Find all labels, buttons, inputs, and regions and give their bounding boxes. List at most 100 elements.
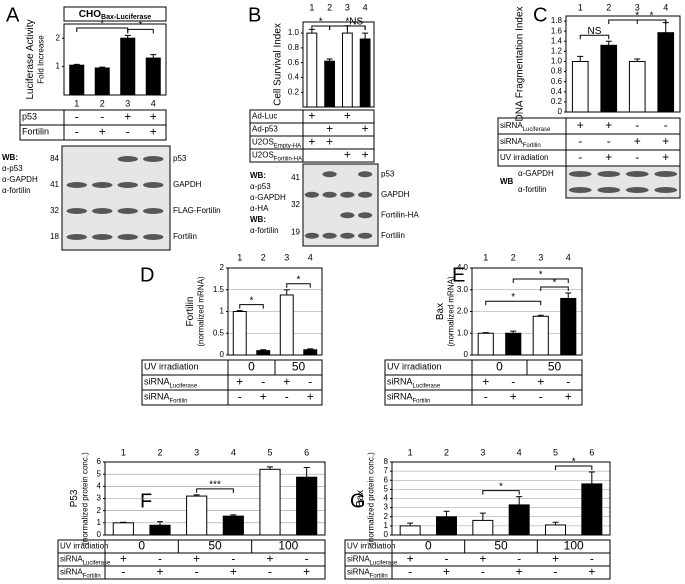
blot-band <box>625 187 649 193</box>
row-label: U2OS <box>252 151 274 160</box>
panel-letter: D <box>140 264 154 286</box>
table-cell: 100 <box>278 539 298 553</box>
table-cell: - <box>607 134 611 148</box>
bar <box>560 297 577 356</box>
error-bar <box>124 34 131 39</box>
bar <box>508 504 530 536</box>
y-axis-label: (normalized protein conc.) <box>367 452 376 545</box>
blot-band <box>304 191 319 198</box>
blot-band <box>340 212 355 219</box>
table-frame <box>344 539 611 580</box>
table-row-label: Ad-p53 <box>252 125 278 134</box>
table-cell: + <box>662 150 669 164</box>
bar <box>472 519 494 536</box>
lane-number: 1 <box>74 98 79 108</box>
lane-number: 4 <box>566 252 571 262</box>
y-tick-label: 0.8 <box>288 43 300 52</box>
y-axis-label: Bax <box>435 303 446 320</box>
table-row-label: siRNAFortilin <box>387 392 431 404</box>
blot-label: WB: <box>250 215 266 224</box>
row-label: siRNA <box>144 377 170 387</box>
error-bar <box>510 330 517 334</box>
blot-band <box>568 187 592 193</box>
significance-bracket <box>482 490 520 495</box>
table-cell: - <box>511 375 515 389</box>
blot-band <box>66 208 87 214</box>
table-cell: - <box>445 552 449 566</box>
lane-number: 3 <box>635 2 640 12</box>
panel-letter: E <box>452 264 465 286</box>
table-cell: - <box>481 565 485 579</box>
error-bar <box>283 289 290 295</box>
bar <box>324 60 336 108</box>
lane-number: 3 <box>345 2 350 12</box>
row-label: UV irradiation <box>500 153 548 162</box>
table-cell: 50 <box>494 539 508 553</box>
table-cell: - <box>484 390 488 404</box>
size-marker: 19 <box>291 227 300 236</box>
error-bar <box>157 521 163 526</box>
blot-band <box>143 234 164 240</box>
table-cell: + <box>605 118 612 132</box>
table-cell: + <box>634 134 641 148</box>
row-label: siRNA <box>144 392 170 402</box>
bar <box>256 350 271 356</box>
lane-number: 5 <box>267 447 272 457</box>
blot-band <box>322 191 337 198</box>
y-tick-label: 8 <box>384 457 389 466</box>
table-cell: + <box>156 565 163 579</box>
plot-frame <box>565 15 681 113</box>
y-tick-label: 0 <box>384 530 389 539</box>
lane-number: 1 <box>578 2 583 12</box>
lane-number: 3 <box>284 252 289 262</box>
table-cell: + <box>344 109 351 123</box>
blot-label: α-GAPDH <box>2 175 38 184</box>
row-label: Ad-Luc <box>252 112 277 121</box>
bar <box>69 64 85 96</box>
bar <box>545 524 566 536</box>
blot-label: α-fortilin <box>250 226 279 235</box>
band-label: p53 <box>381 169 395 178</box>
row-label-sub: Luciferase <box>413 383 441 389</box>
significance-label: * <box>250 295 254 306</box>
table-row-label: siRNALuciferase <box>387 377 441 389</box>
table-cell: + <box>307 390 314 404</box>
blot-label: α-p53 <box>250 182 271 191</box>
blot-band <box>92 234 113 240</box>
blot-label: α-HA <box>250 204 269 213</box>
bar <box>505 332 522 356</box>
y-tick-label: 3 <box>384 503 389 512</box>
table-cell: + <box>308 135 315 149</box>
y-tick-label: 2.0 <box>457 307 469 316</box>
table-cell: + <box>193 552 200 566</box>
panel-title: CHOBax-Luciferase <box>79 9 152 22</box>
bar <box>436 516 457 536</box>
bar <box>232 311 247 356</box>
bar <box>359 38 371 108</box>
y-tick-label: 1.0 <box>457 328 469 337</box>
lane-number: 4 <box>363 2 368 12</box>
y-axis-label: Fold Increase <box>37 35 46 84</box>
table-cell: 0 <box>138 539 145 553</box>
bar <box>120 37 136 96</box>
table-cell: 50 <box>208 539 222 553</box>
table-cell: 50 <box>548 360 562 374</box>
y-tick-label: 0 <box>464 350 469 359</box>
significance-bracket <box>540 286 569 292</box>
table-cell: + <box>124 110 131 124</box>
blot-band <box>143 208 164 214</box>
blot-band <box>92 182 113 188</box>
y-tick-label: 4.0 <box>457 263 469 272</box>
significance-label: * <box>499 481 503 492</box>
table-row-label: siRNALuciferase <box>144 377 198 389</box>
y-tick-label: 0.2 <box>551 97 563 106</box>
y-tick-label: 2 <box>384 512 389 521</box>
lane-number: 2 <box>606 2 611 12</box>
table-cell: - <box>268 565 272 579</box>
error-bar <box>236 310 243 312</box>
row-label-sub: Luciferase <box>370 560 398 566</box>
lane-number: 2 <box>261 252 266 262</box>
bar <box>259 468 281 536</box>
table-cell: + <box>236 375 243 389</box>
y-tick-label: 1.2 <box>551 46 563 55</box>
